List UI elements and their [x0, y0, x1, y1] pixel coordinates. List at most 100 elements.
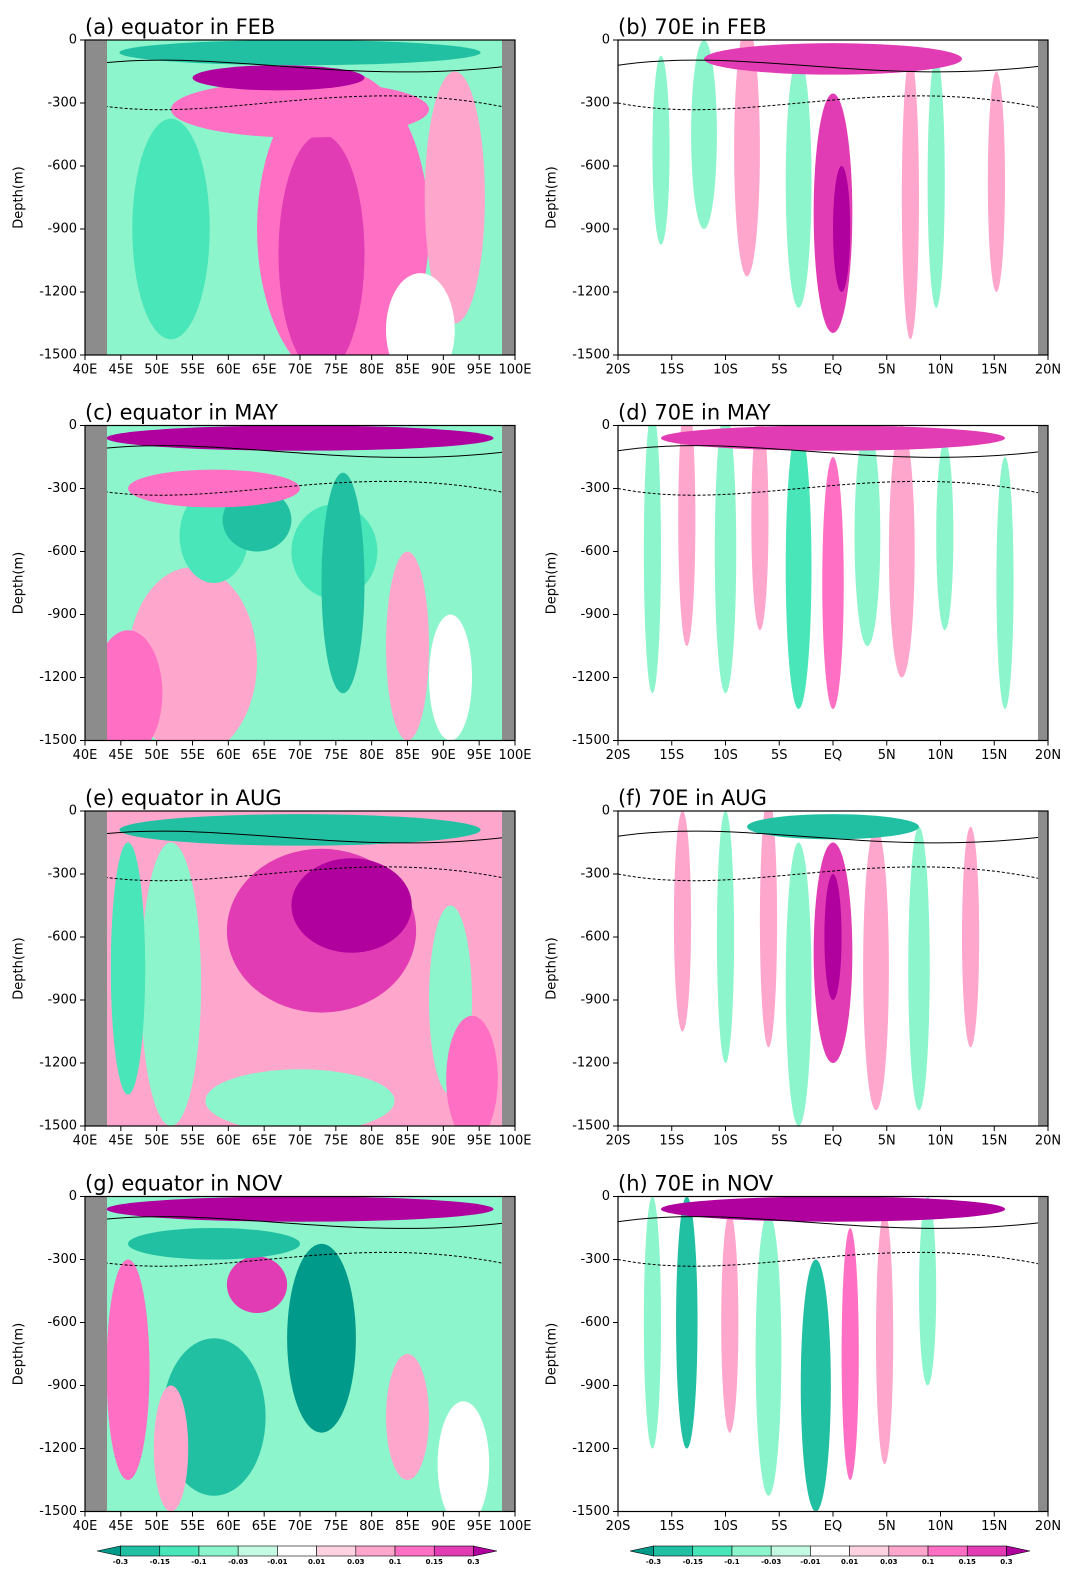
y-tick-label: -300 [47, 481, 77, 496]
y-tick-label: 0 [69, 804, 77, 819]
field-blob [661, 425, 1005, 451]
x-tick-label: 40E [73, 363, 98, 378]
x-tick-label: 95E [467, 1519, 492, 1534]
colorbar-label: -0.01 [800, 1558, 820, 1566]
y-tick-label: -1500 [39, 1119, 77, 1134]
x-tick-label: 75E [323, 748, 348, 763]
y-tick-label: -1500 [572, 733, 610, 748]
y-tick-label: -600 [580, 1315, 610, 1330]
field-blob [721, 1212, 739, 1433]
x-tick-label: 90E [431, 748, 456, 763]
x-tick-label: 75E [323, 1519, 348, 1534]
field-blob [119, 40, 481, 66]
colorbar-label: -0.3 [646, 1558, 661, 1566]
x-tick-label: EQ [824, 363, 842, 378]
y-tick-label: 0 [602, 1189, 610, 1204]
x-tick-label: 15N [981, 1519, 1007, 1534]
x-tick-label: 5N [878, 748, 896, 763]
x-tick-label: 5N [878, 1519, 896, 1534]
field-blob [652, 55, 670, 245]
x-tick-label: 60E [216, 363, 241, 378]
field-blob [691, 40, 717, 229]
x-tick-label: 20N [1035, 1519, 1061, 1534]
y-tick-label: -1200 [39, 1441, 77, 1456]
colorbar-box [849, 1545, 890, 1557]
y-tick-label: -600 [580, 544, 610, 559]
land [502, 811, 515, 1126]
y-tick-label: -1200 [39, 1056, 77, 1071]
land [85, 40, 107, 355]
field-blob [106, 1259, 150, 1480]
x-tick-label: 55E [180, 1519, 205, 1534]
colorbar-box [316, 1545, 357, 1557]
x-tick-label: 20S [606, 363, 631, 378]
y-tick-label: -600 [580, 159, 610, 174]
field-blob [106, 425, 494, 451]
field-blob [888, 425, 915, 678]
y-tick-label: -900 [580, 1378, 610, 1393]
x-tick-label: 5S [771, 1519, 788, 1534]
colorbar-label: 0.1 [389, 1558, 402, 1566]
land [502, 425, 515, 741]
x-tick-label: 40E [73, 748, 98, 763]
colorbar-arrow [96, 1545, 121, 1557]
colorbar-label: 0.03 [347, 1558, 364, 1566]
x-tick-label: 10S [713, 1134, 738, 1149]
contour-line [618, 830, 1048, 844]
x-tick-label: 65E [252, 363, 277, 378]
x-tick-label: 90E [431, 1134, 456, 1149]
y-tick-label: -1200 [572, 1056, 610, 1071]
x-tick-label: 55E [180, 748, 205, 763]
x-tick-label: 50E [144, 748, 169, 763]
field-blob [278, 134, 365, 355]
panel-title: (a) equator in FEB [85, 15, 275, 39]
x-tick-label: 65E [252, 748, 277, 763]
x-tick-label: 15S [659, 1134, 684, 1149]
colorbar-box [277, 1545, 317, 1557]
y-tick-label: -1200 [572, 1441, 610, 1456]
field-blob [962, 826, 980, 1048]
y-tick-label: -300 [47, 96, 77, 111]
x-tick-label: 45E [108, 1134, 133, 1149]
y-tick-label: -300 [580, 867, 610, 882]
field [85, 40, 515, 355]
x-tick-label: 85E [395, 1519, 420, 1534]
y-tick-label: -900 [47, 222, 77, 237]
land [1038, 425, 1048, 741]
x-tick-label: 15S [659, 748, 684, 763]
contour-line [85, 866, 515, 882]
colorbar-box [355, 1545, 396, 1557]
x-tick-label: 40E [73, 1134, 98, 1149]
y-tick-label: -600 [47, 544, 77, 559]
x-tick-label: 100E [498, 748, 531, 763]
contour-line [85, 59, 515, 73]
field-blob [908, 826, 930, 1111]
y-tick-label: -1500 [572, 1504, 610, 1519]
colorbar-label: -0.15 [150, 1558, 170, 1566]
y-tick-label: -300 [47, 867, 77, 882]
contour-line [618, 445, 1048, 458]
field-blob [676, 1196, 698, 1449]
x-tick-label: 95E [467, 363, 492, 378]
contour-line [618, 1216, 1048, 1229]
field-blob [824, 874, 842, 1000]
y-axis-label: Depth(m) [545, 552, 560, 614]
field-blob [205, 1069, 395, 1126]
colorbar-box [159, 1545, 200, 1557]
colorbar-box [433, 1545, 474, 1557]
field-blob [226, 1256, 288, 1314]
field-blob [936, 441, 954, 631]
field-blob [863, 826, 889, 1111]
y-tick-label: -900 [580, 607, 610, 622]
colorbar-box [888, 1545, 929, 1557]
land [502, 40, 515, 355]
colorbar-label: -0.03 [761, 1558, 781, 1566]
field [618, 425, 1048, 741]
x-tick-label: 15N [981, 748, 1007, 763]
field-blob [321, 472, 365, 694]
field-blob [678, 425, 696, 646]
panel-title: (g) equator in NOV [85, 1172, 283, 1196]
colorbar-arrow [1006, 1545, 1031, 1557]
x-tick-label: 20S [606, 1519, 631, 1534]
x-tick-label: 40E [73, 1519, 98, 1534]
